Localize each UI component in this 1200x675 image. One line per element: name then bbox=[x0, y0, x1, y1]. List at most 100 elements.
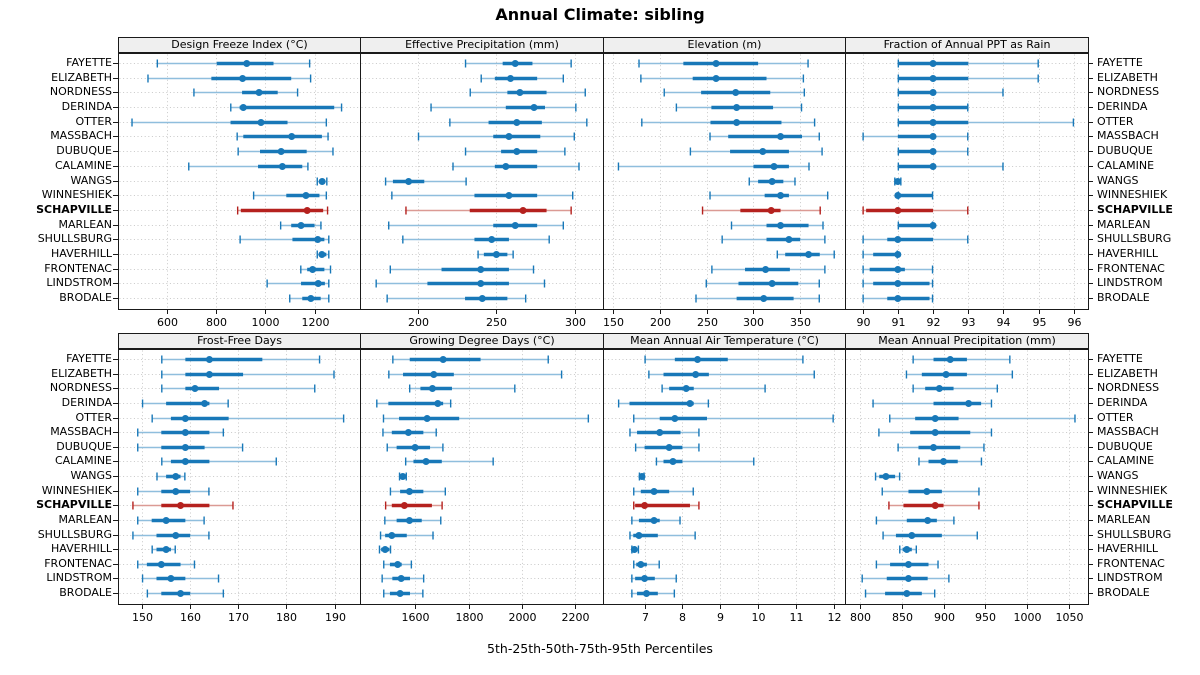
panel-plot: 90 91 92 93 94 95 96 bbox=[845, 53, 1089, 329]
axis-tick-label: 950 bbox=[975, 611, 996, 624]
site-label-right: BRODALE bbox=[1097, 586, 1150, 599]
site-row-otter bbox=[633, 414, 834, 423]
site-row-frontenac bbox=[389, 265, 535, 274]
median-dot bbox=[303, 207, 311, 214]
site-row-frontenac bbox=[633, 560, 660, 569]
axis-tick-label: 600 bbox=[157, 316, 178, 329]
axis-tick-label: 350 bbox=[790, 316, 811, 329]
site-label-left: DERINDA bbox=[61, 395, 112, 409]
site-row-shullsburg bbox=[882, 531, 978, 540]
median-dot bbox=[923, 488, 931, 495]
axis-edge-tick bbox=[1088, 63, 1093, 64]
axis-tick-label: 10 bbox=[752, 611, 766, 624]
site-row-dubuque bbox=[689, 147, 823, 156]
site-row-lindstrom bbox=[375, 279, 546, 288]
median-dot bbox=[894, 236, 902, 243]
site-label-right: FRONTENAC bbox=[1097, 556, 1165, 570]
site-row-fayette bbox=[897, 59, 1039, 68]
median-dot bbox=[397, 575, 405, 582]
axis-tick-label: 2200 bbox=[562, 611, 590, 624]
site-row-dubuque bbox=[237, 147, 334, 156]
site-row-fayette bbox=[912, 355, 1011, 364]
site-row-lindstrom bbox=[381, 574, 425, 583]
median-dot bbox=[205, 356, 213, 363]
site-label-right: OTTER bbox=[1097, 410, 1134, 424]
axis-edge-tick bbox=[113, 520, 118, 521]
axis-edge-tick bbox=[1088, 505, 1093, 506]
median-dot bbox=[505, 192, 513, 199]
axis-edge-tick bbox=[1088, 298, 1093, 299]
site-label-left: WINNESHIEK bbox=[41, 483, 112, 497]
median-dot bbox=[394, 561, 402, 568]
median-dot bbox=[931, 415, 939, 422]
axis-edge-tick bbox=[1088, 239, 1093, 240]
site-label-left: WINNESHIEK bbox=[41, 188, 112, 202]
median-dot bbox=[785, 236, 793, 243]
site-row-massbach bbox=[236, 132, 329, 141]
axis-tick-label: 2000 bbox=[509, 611, 537, 624]
site-row-elizabeth bbox=[147, 74, 312, 83]
site-row-frontenac bbox=[875, 560, 939, 569]
site-row-nordness bbox=[161, 384, 316, 393]
median-dot bbox=[965, 400, 973, 407]
median-dot bbox=[929, 104, 937, 111]
median-dot bbox=[239, 75, 247, 82]
site-row-frontenac bbox=[137, 560, 196, 569]
site-row-marlean bbox=[631, 516, 681, 525]
site-label-right: LINDSTROM bbox=[1097, 276, 1163, 290]
median-dot bbox=[255, 89, 263, 96]
axis-tick-label: 170 bbox=[228, 611, 249, 624]
site-label-right: DUBUQUE bbox=[1097, 144, 1153, 158]
axis-edge-tick bbox=[1088, 122, 1093, 123]
site-label-right: MARLEAN bbox=[1097, 512, 1151, 526]
site-label-left: FAYETTE bbox=[66, 56, 112, 69]
axis-edge-tick bbox=[1088, 107, 1093, 108]
median-dot bbox=[770, 163, 778, 170]
median-dot bbox=[405, 178, 413, 185]
axis-edge-tick bbox=[1088, 92, 1093, 93]
axis-edge-tick bbox=[113, 403, 118, 404]
site-label-right: SHULLSBURG bbox=[1097, 527, 1172, 541]
median-dot bbox=[516, 89, 524, 96]
site-label-right: WINNESHIEK bbox=[1097, 483, 1168, 497]
site-row-brodale bbox=[386, 294, 527, 303]
site-row-nordness bbox=[663, 88, 806, 97]
chart-title: Annual Climate: sibling bbox=[495, 5, 705, 24]
site-label-left: SCHAPVILLE bbox=[36, 498, 112, 512]
site-label-left: BRODALE bbox=[59, 586, 112, 599]
site-row-frontenac bbox=[711, 265, 826, 274]
site-row-massbach bbox=[629, 428, 700, 437]
site-label-left: NORDNESS bbox=[49, 85, 112, 99]
site-label-left: MASSBACH bbox=[50, 129, 112, 143]
site-row-schapville bbox=[384, 501, 443, 510]
axis-edge-tick bbox=[1088, 593, 1093, 594]
axis-tick-label: 92 bbox=[927, 316, 941, 329]
site-row-haverhill bbox=[630, 545, 640, 554]
axis-edge-tick bbox=[113, 359, 118, 360]
median-dot bbox=[428, 385, 436, 392]
axis-tick-label: 190 bbox=[325, 611, 346, 624]
axis-edge-tick bbox=[113, 78, 118, 79]
median-dot bbox=[478, 295, 486, 302]
median-dot bbox=[411, 444, 419, 451]
axis-edge-tick bbox=[1088, 549, 1093, 550]
axis-edge-tick bbox=[113, 461, 118, 462]
site-label-left: WANGS bbox=[70, 469, 112, 482]
site-label-left: CALAMINE bbox=[54, 454, 112, 468]
median-dot bbox=[177, 502, 185, 509]
site-row-fayette bbox=[392, 355, 549, 364]
site-row-elizabeth bbox=[480, 74, 565, 83]
axis-tick-label: 300 bbox=[743, 316, 764, 329]
site-label-right: CALAMINE bbox=[1097, 454, 1155, 468]
site-row-winneshiek bbox=[389, 487, 447, 496]
site-row-massbach bbox=[862, 132, 969, 141]
axis-edge-tick bbox=[1088, 461, 1093, 462]
axis-edge-tick bbox=[113, 447, 118, 448]
median-dot bbox=[694, 356, 702, 363]
median-dot bbox=[946, 356, 954, 363]
median-dot bbox=[935, 385, 943, 392]
median-dot bbox=[671, 415, 679, 422]
median-dot bbox=[942, 371, 950, 378]
axis-edge-tick bbox=[113, 549, 118, 550]
